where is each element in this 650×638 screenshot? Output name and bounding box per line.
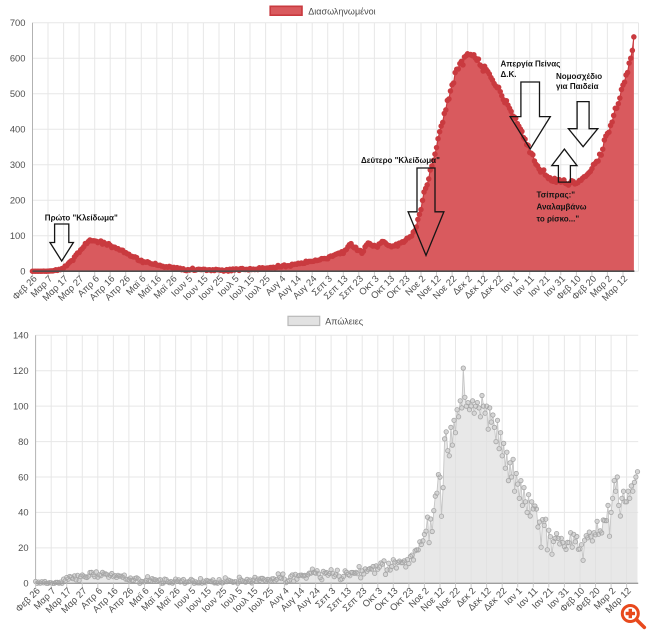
svg-text:140: 140 xyxy=(13,330,29,341)
svg-text:Δ.Κ.: Δ.Κ. xyxy=(501,70,517,79)
svg-text:Δεύτερο "Κλείδωμα": Δεύτερο "Κλείδωμα" xyxy=(361,156,440,165)
svg-text:Αναλαμβάνω: Αναλαμβάνω xyxy=(537,203,587,212)
svg-text:για Παιδεία: για Παιδεία xyxy=(556,82,599,91)
svg-text:0: 0 xyxy=(23,578,28,589)
svg-text:το ρίσκο...": το ρίσκο..." xyxy=(537,215,580,224)
svg-text:Νομοσχέδιο: Νομοσχέδιο xyxy=(556,72,602,81)
svg-text:80: 80 xyxy=(18,436,28,447)
svg-text:200: 200 xyxy=(10,195,26,206)
svg-text:120: 120 xyxy=(13,365,29,376)
svg-text:60: 60 xyxy=(18,471,28,482)
svg-text:Διασωληνωμένοι: Διασωληνωμένοι xyxy=(308,6,375,16)
svg-text:Πρώτο "Κλείδωμα": Πρώτο "Κλείδωμα" xyxy=(45,213,118,222)
svg-text:40: 40 xyxy=(18,507,28,518)
svg-text:300: 300 xyxy=(10,159,26,170)
svg-text:700: 700 xyxy=(10,17,26,28)
svg-text:Απώλειες: Απώλειες xyxy=(325,316,363,326)
svg-text:Τσίπρας:": Τσίπρας:" xyxy=(537,191,576,200)
svg-text:Απεργία Πείνας: Απεργία Πείνας xyxy=(501,60,561,69)
svg-text:20: 20 xyxy=(18,542,28,553)
svg-text:0: 0 xyxy=(20,266,25,277)
svg-text:100: 100 xyxy=(13,400,29,411)
svg-text:100: 100 xyxy=(10,230,26,241)
svg-text:500: 500 xyxy=(10,88,26,99)
svg-text:400: 400 xyxy=(10,124,26,135)
svg-text:600: 600 xyxy=(10,53,26,64)
